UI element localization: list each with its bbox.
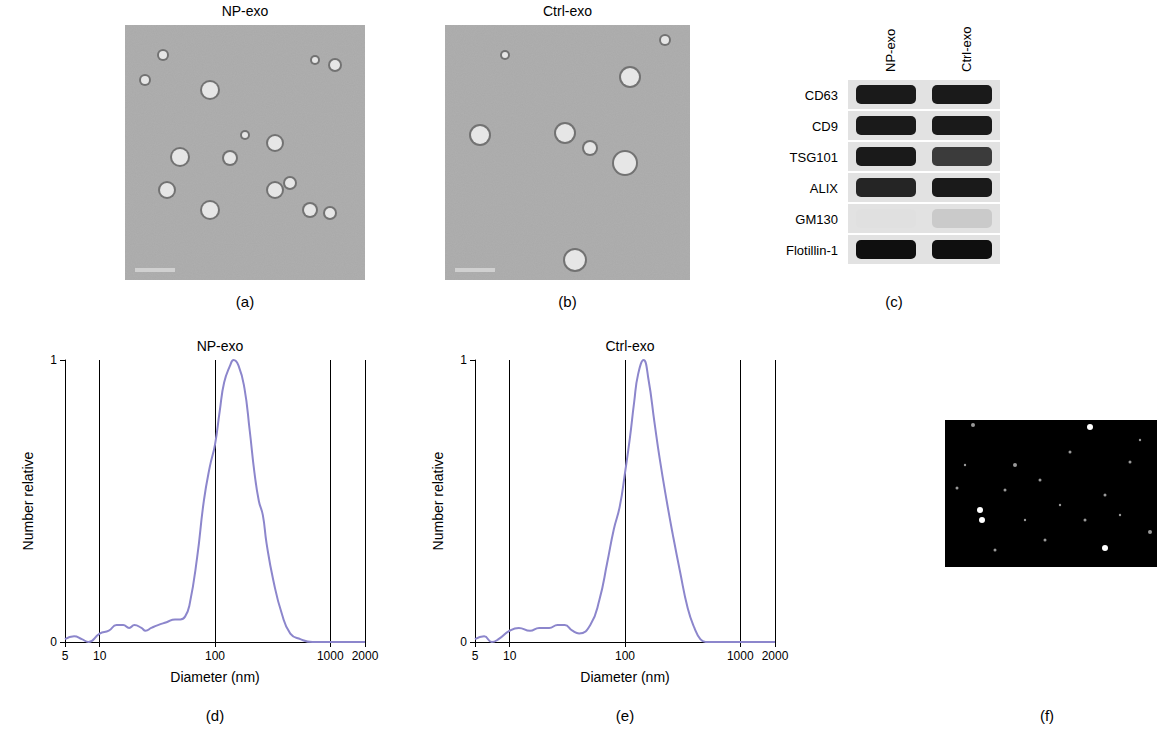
html-text:(d): (d): [205, 707, 225, 724]
svg-text:1: 1: [460, 353, 467, 367]
svg-text:1000: 1000: [317, 649, 344, 663]
svg-text:2000: 2000: [352, 649, 379, 663]
svg-text:100: 100: [205, 649, 225, 663]
svg-text:TSG101: TSG101: [790, 150, 838, 165]
svg-text:CD63: CD63: [805, 88, 838, 103]
svg-text:ALIX: ALIX: [810, 181, 839, 196]
svg-text:CD9: CD9: [812, 119, 838, 134]
svg-text:Ctrl-exo: Ctrl-exo: [959, 26, 974, 72]
svg-text:NP-exo: NP-exo: [222, 3, 269, 19]
svg-text:100: 100: [615, 649, 635, 663]
svg-text:2000: 2000: [762, 649, 789, 663]
svg-text:5: 5: [62, 649, 69, 663]
html-text:(a): (a): [235, 293, 255, 310]
svg-text:5: 5: [472, 649, 479, 663]
svg-text:Diameter (nm): Diameter (nm): [170, 669, 259, 685]
svg-text:Ctrl-exo: Ctrl-exo: [543, 3, 592, 19]
svg-text:NP-exo: NP-exo: [197, 338, 244, 354]
svg-text:NP-exo: NP-exo: [883, 29, 898, 72]
svg-text:GM130: GM130: [795, 212, 838, 227]
svg-text:Ctrl-exo: Ctrl-exo: [605, 338, 654, 354]
svg-text:1000: 1000: [727, 649, 754, 663]
html-text:(f): (f): [1039, 707, 1055, 724]
svg-text:10: 10: [93, 649, 107, 663]
svg-text:1: 1: [50, 353, 57, 367]
html-text:(e): (e): [615, 707, 635, 724]
svg-text:0: 0: [460, 635, 467, 649]
svg-text:Number relative: Number relative: [430, 451, 446, 550]
html-text:(c): (c): [885, 293, 903, 310]
html-text:(b): (b): [558, 293, 577, 310]
svg-text:0: 0: [50, 635, 57, 649]
svg-text:Number relative: Number relative: [20, 451, 36, 550]
svg-text:Diameter (nm): Diameter (nm): [580, 669, 669, 685]
svg-text:10: 10: [503, 649, 517, 663]
svg-text:Flotillin-1: Flotillin-1: [786, 243, 838, 258]
